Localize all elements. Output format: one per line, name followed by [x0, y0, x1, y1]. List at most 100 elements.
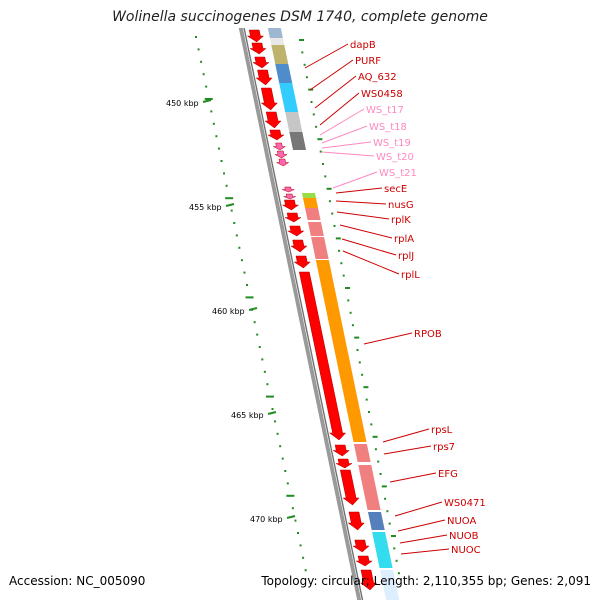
- gene-label: NUOA: [447, 516, 476, 527]
- feature-block: [305, 208, 321, 220]
- cds-arrow: [266, 129, 285, 141]
- cds-arrow: [255, 69, 273, 86]
- scale-label: 460 kbp: [212, 307, 245, 316]
- trna-arrow: [283, 193, 296, 200]
- label-leader-line: [319, 92, 360, 126]
- feature-block: [315, 260, 367, 442]
- label-leader-line: [321, 141, 372, 149]
- cds-arrow: [352, 539, 370, 553]
- gene-label: NUOC: [451, 545, 481, 556]
- cds-arrow: [332, 444, 350, 457]
- gene-label: PURF: [355, 56, 381, 67]
- label-leader-line: [400, 548, 450, 555]
- feature-block: [271, 45, 289, 64]
- gene-label: rplA: [394, 234, 414, 245]
- label-leader-line: [363, 332, 413, 345]
- gene-label: WS_t18: [369, 122, 407, 133]
- label-leader-line: [304, 43, 349, 69]
- cds-arrow: [359, 569, 378, 591]
- gene-label: WS_t19: [373, 138, 411, 149]
- feature-block: [269, 38, 285, 45]
- feature-block: [302, 198, 319, 208]
- label-leader-line: [321, 125, 368, 144]
- feature-block: [301, 193, 316, 198]
- label-leader-line: [314, 75, 357, 109]
- scale-major-tick: [248, 307, 258, 311]
- gene-label: WS0458: [361, 89, 403, 100]
- label-leader-line: [309, 59, 354, 91]
- label-leader-line: [342, 250, 400, 275]
- cds-arrow: [290, 239, 308, 253]
- feature-block: [358, 465, 381, 510]
- trna-arrow: [276, 158, 290, 167]
- label-leader-line: [335, 200, 387, 205]
- feature-block: [267, 28, 283, 38]
- label-leader-line: [341, 238, 397, 256]
- gene-label: nusG: [388, 200, 414, 211]
- cds-arrow: [252, 56, 270, 69]
- cds-arrow: [284, 212, 302, 223]
- accession-text: Accession: NC_005090: [9, 574, 146, 588]
- gene-label: rplL: [401, 270, 420, 281]
- trna-arrow: [282, 186, 295, 193]
- feature-block: [289, 132, 307, 150]
- gene-label: NUOB: [449, 531, 479, 542]
- trna-arrow: [273, 142, 287, 151]
- cds-arrow: [246, 29, 265, 43]
- gene-label: WS_t20: [376, 152, 414, 163]
- gene-label: dapB: [350, 40, 376, 51]
- scale-label: 455 kbp: [189, 203, 222, 212]
- scale-major-tick: [225, 203, 235, 207]
- feature-block: [367, 512, 385, 530]
- scale-major-tick: [267, 411, 277, 415]
- cds-arrow: [249, 42, 267, 55]
- gene-label: rplK: [391, 215, 411, 226]
- gene-label: AQ_632: [358, 72, 397, 83]
- label-leader-line: [321, 151, 375, 157]
- gene-label: secE: [384, 184, 407, 195]
- feature-block: [379, 570, 400, 600]
- label-leader-line: [383, 445, 432, 455]
- cds-arrow: [286, 225, 305, 237]
- feature-block: [285, 112, 303, 132]
- feature-block: [353, 444, 371, 462]
- label-leader-line: [339, 224, 393, 239]
- label-leader-line: [382, 428, 430, 443]
- feature-block: [307, 222, 324, 236]
- gene-label: EFG: [438, 469, 458, 480]
- gene-label: rps7: [433, 442, 455, 453]
- gene-label: rpsL: [431, 425, 453, 436]
- cds-arrow: [260, 87, 278, 111]
- cds-arrow: [264, 111, 282, 129]
- cds-arrow: [293, 255, 311, 269]
- genome-backbone: [238, 28, 362, 600]
- gene-label: WS0471: [444, 498, 486, 509]
- cds-arrow: [298, 271, 347, 441]
- feature-block: [279, 83, 299, 112]
- gene-label: rplJ: [398, 251, 414, 262]
- scale-major-tick: [202, 99, 212, 103]
- cds-arrow: [335, 458, 353, 469]
- gene-label: WS_t21: [379, 168, 417, 179]
- genome-stats-text: Topology: circular; Length: 2,110,355 bp…: [261, 574, 591, 588]
- scale-major-tick: [286, 515, 296, 519]
- gene-label: WS_t17: [366, 105, 404, 116]
- scale-label: 450 kbp: [166, 99, 199, 108]
- cds-arrow: [339, 469, 360, 506]
- label-leader-line: [397, 519, 446, 532]
- label-leader-line: [394, 501, 443, 517]
- map-title: Wolinella succinogenes DSM 1740, complet…: [112, 9, 488, 25]
- scale-label: 470 kbp: [250, 515, 283, 524]
- gene-label: RPOB: [414, 329, 442, 340]
- trna-arrow: [274, 150, 288, 159]
- feature-block: [275, 64, 293, 83]
- cds-arrow: [347, 511, 365, 531]
- label-leader-line: [389, 472, 437, 483]
- feature-block: [311, 237, 329, 259]
- genome-backbone-shadow: [243, 28, 364, 600]
- label-leader-line: [336, 211, 390, 220]
- scale-label: 465 kbp: [231, 411, 264, 420]
- label-leader-line: [319, 108, 365, 136]
